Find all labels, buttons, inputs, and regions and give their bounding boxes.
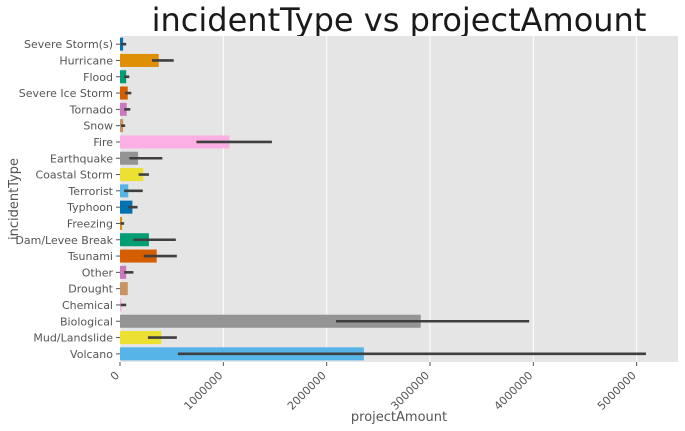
category-label: Flood — [83, 71, 113, 84]
y-axis-label: incidentType — [7, 158, 22, 240]
category-label: Dam/Levee Break — [15, 234, 113, 247]
x-tick-labels: 0 1000000 2000000 3000000 4000000 5000000 — [108, 369, 639, 413]
category-label: Volcano — [70, 348, 113, 361]
plot-area — [120, 36, 678, 362]
bar — [120, 331, 162, 345]
bar — [120, 200, 133, 214]
bar — [120, 314, 421, 328]
bar — [120, 86, 128, 100]
bar — [120, 265, 127, 279]
category-label: Freezing — [67, 217, 113, 230]
category-label: Terrorist — [67, 185, 113, 198]
bar — [120, 53, 159, 67]
bar — [120, 168, 144, 182]
category-label: Severe Ice Storm — [19, 87, 113, 100]
bar — [120, 70, 127, 84]
category-label: Snow — [83, 120, 113, 133]
category-label: Other — [82, 266, 114, 279]
category-label: Coastal Storm — [35, 169, 113, 182]
x-tick-label: 1000000 — [182, 369, 226, 413]
category-label: Biological — [60, 315, 113, 328]
category-label: Tsunami — [67, 250, 113, 263]
x-axis-label: projectAmount — [351, 410, 447, 425]
x-tick-label: 3000000 — [388, 369, 432, 413]
category-label: Drought — [68, 283, 113, 296]
bar — [120, 282, 128, 296]
category-label: Mud/Landslide — [33, 332, 113, 345]
bar — [120, 249, 157, 263]
category-label: Chemical — [62, 299, 113, 312]
chart-title: incidentType vs projectAmount — [152, 1, 647, 39]
bar — [120, 135, 230, 149]
category-labels: Severe Storm(s) Hurricane Flood Severe Ice … — [15, 38, 120, 361]
grid-lines — [119, 36, 638, 366]
category-label: Typhoon — [66, 201, 113, 214]
error-bars — [120, 42, 646, 356]
x-tick-label: 2000000 — [285, 369, 329, 413]
bar — [120, 102, 127, 116]
category-label: Severe Storm(s) — [24, 38, 113, 51]
category-label: Fire — [93, 136, 113, 149]
category-label: Tornado — [69, 103, 114, 116]
category-label: Hurricane — [59, 54, 113, 67]
x-tick-label: 4000000 — [492, 369, 536, 413]
bar — [120, 151, 139, 165]
x-tick-label: 0 — [108, 369, 122, 383]
category-label: Earthquake — [50, 152, 113, 165]
x-tick-label: 5000000 — [595, 369, 639, 413]
